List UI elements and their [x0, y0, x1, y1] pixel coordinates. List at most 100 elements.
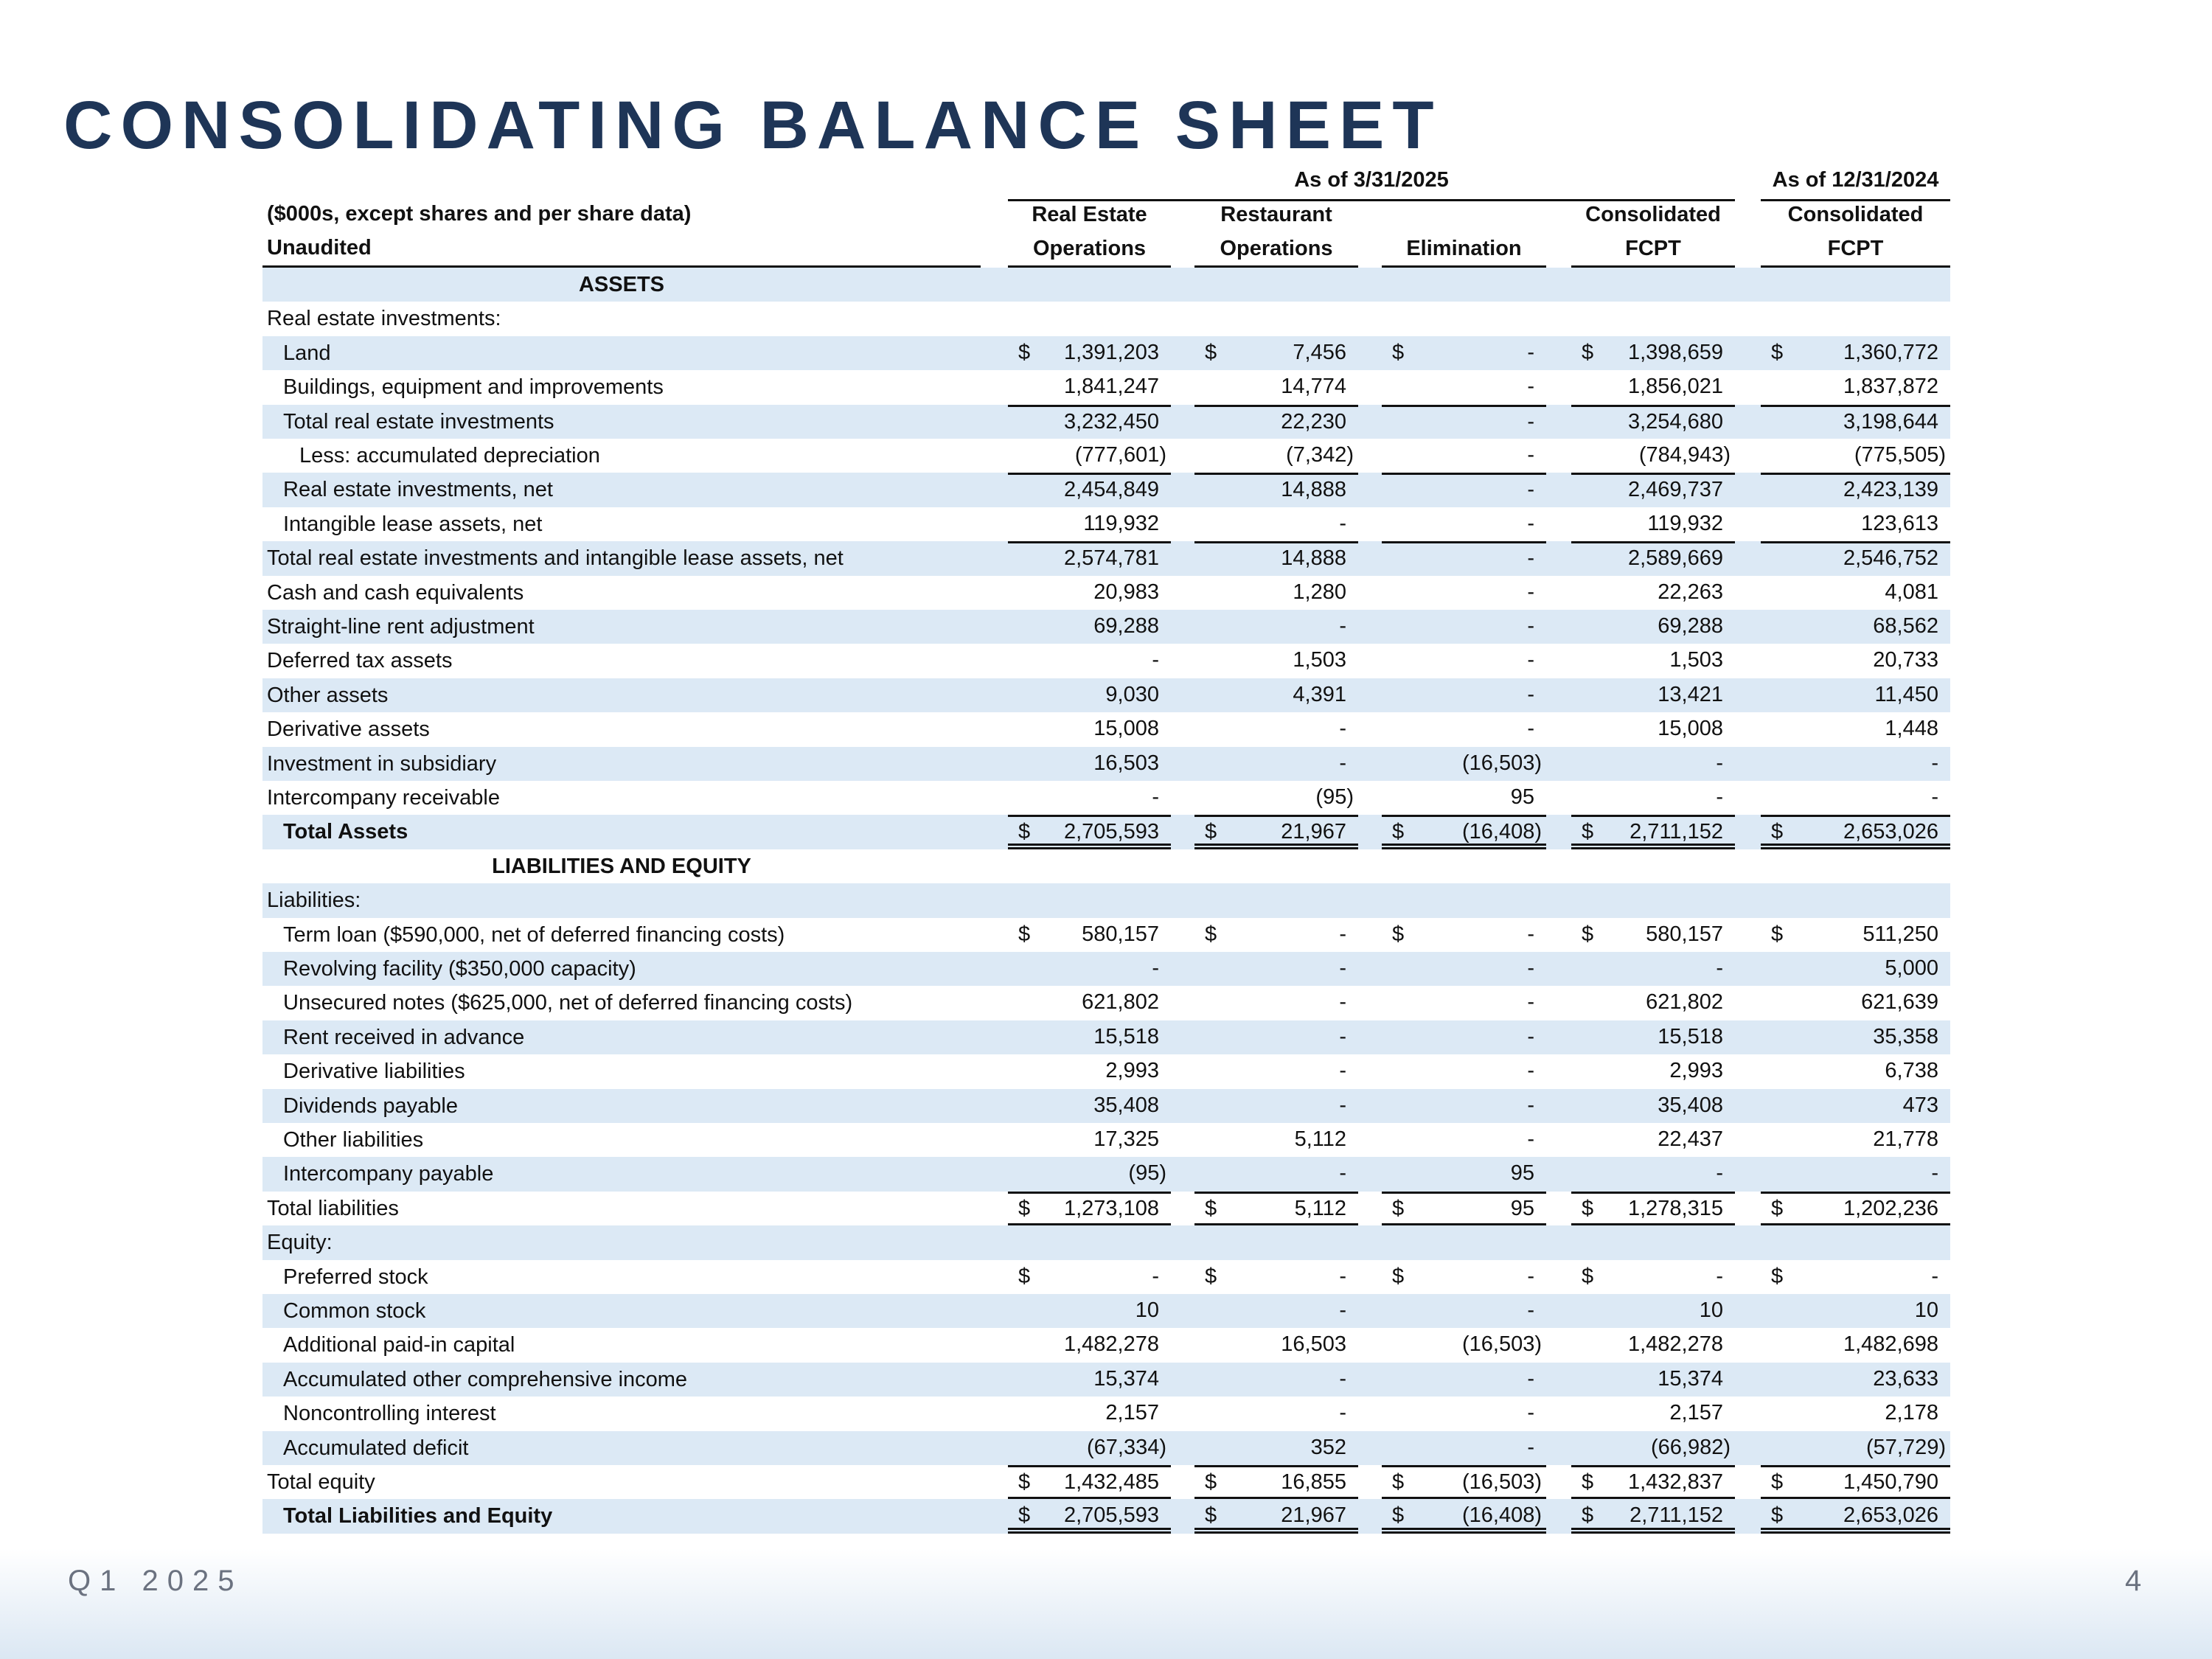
column-header: Real Estate Operations — [1008, 198, 1171, 265]
table-row: Total real estate investments 3,232,450 22… — [262, 404, 1950, 439]
cell-value: 2,653,026 — [1843, 820, 1938, 844]
column-header-rule — [1194, 265, 1358, 268]
cell-value: 22,263 — [1658, 580, 1723, 604]
cell-value: 5,112 — [1294, 1196, 1346, 1220]
table-row: Unsecured notes ($625,000, net of deferr… — [262, 986, 1950, 1020]
cell-value: 16,503 — [1281, 1332, 1346, 1357]
value-cell: - — [1571, 747, 1735, 781]
dollar-sign: $ — [1018, 1503, 1031, 1528]
cell-value: 13,421 — [1658, 682, 1723, 706]
value-cell: - — [1382, 404, 1546, 439]
value-cell: $2,705,593 — [1008, 1499, 1171, 1534]
value-cell: (777,601) — [1008, 439, 1171, 473]
value-cell: - — [1194, 1157, 1358, 1191]
table-row: Straight-line rent adjustment 69,288 - - 69,… — [262, 610, 1950, 644]
cell-value: - — [1931, 1161, 1938, 1186]
cell-value: - — [1339, 1059, 1346, 1083]
value-cell: - — [1382, 712, 1546, 746]
dollar-sign: $ — [1392, 1264, 1405, 1288]
value-cell: $1,450,790 — [1761, 1465, 1950, 1500]
cell-value: 580,157 — [1646, 922, 1723, 946]
cell-value: 1,280 — [1293, 580, 1346, 604]
cell-value: 1,482,278 — [1063, 1332, 1159, 1357]
value-cell: - — [1382, 370, 1546, 404]
value-cell: $2,653,026 — [1761, 1499, 1950, 1534]
table-row: Preferred stock $ - $ - $ - $ - $ - — [262, 1260, 1950, 1294]
cell-value: 2,711,152 — [1630, 1503, 1723, 1528]
value-cell: - — [1194, 610, 1358, 644]
value-cell: $ (16,503) — [1382, 1465, 1546, 1500]
cell-value: - — [1931, 785, 1938, 809]
value-cell: - — [1194, 1020, 1358, 1054]
cell-value: 2,546,752 — [1843, 546, 1938, 571]
value-cell: 2,454,849 — [1008, 473, 1171, 507]
column-header-line1 — [1382, 198, 1546, 232]
table-row: Other liabilities 17,325 5,112 - 22,437 21,77… — [262, 1123, 1950, 1157]
cell-value: 1,391,203 — [1063, 340, 1159, 364]
cell-value: 580,157 — [1082, 922, 1159, 946]
cell-value: - — [1716, 1264, 1723, 1288]
cell-value: 2,589,669 — [1627, 546, 1723, 571]
value-cell: $ - — [1571, 1260, 1735, 1294]
value-cell: - — [1382, 1123, 1546, 1157]
cell-value: (66,982) — [1650, 1435, 1731, 1459]
value-cell: 15,374 — [1008, 1363, 1171, 1397]
dollar-sign: $ — [1205, 922, 1217, 946]
value-cell: - — [1194, 1294, 1358, 1328]
value-cell: 69,288 — [1008, 610, 1171, 644]
dollar-sign: $ — [1771, 1196, 1784, 1220]
cell-value: 35,408 — [1093, 1093, 1159, 1117]
table-row: Buildings, equipment and improvements 1,8… — [262, 370, 1950, 404]
cell-value: (95) — [1315, 785, 1354, 809]
dollar-sign: $ — [1582, 1196, 1594, 1220]
table-row: Land $1,391,203 $7,456 $ - $1,398,659 $1,360,7… — [262, 335, 1950, 371]
value-cell: 20,733 — [1761, 644, 1950, 678]
cell-value: 2,157 — [1669, 1401, 1723, 1425]
cell-value: - — [1527, 443, 1534, 467]
value-cell: $1,273,108 — [1008, 1191, 1171, 1226]
cell-value: 2,423,139 — [1843, 478, 1938, 502]
value-cell: - — [1008, 781, 1171, 815]
cell-value: 20,983 — [1093, 580, 1159, 604]
table-row: Term loan ($590,000, net of deferred fin… — [262, 918, 1950, 952]
value-cell: - — [1571, 952, 1735, 986]
cell-value: - — [1339, 922, 1346, 946]
value-cell: 15,008 — [1008, 712, 1171, 746]
column-header-rule — [1008, 265, 1171, 268]
value-cell: - — [1382, 541, 1546, 575]
column-header-rule — [1571, 265, 1735, 268]
cell-value: 1,450,790 — [1843, 1470, 1938, 1494]
cell-value: 2,574,781 — [1063, 546, 1159, 571]
value-cell: 2,993 — [1008, 1054, 1171, 1088]
dollar-sign: $ — [1205, 340, 1217, 364]
dollar-sign: $ — [1392, 340, 1405, 364]
value-cell: - — [1194, 747, 1358, 781]
cell-value: 15,374 — [1093, 1366, 1159, 1391]
dollar-sign: $ — [1018, 1470, 1031, 1494]
dollar-sign: $ — [1392, 1196, 1405, 1220]
cell-value: - — [1339, 1161, 1346, 1186]
value-cell: $21,967 — [1194, 815, 1358, 849]
value-cell: 2,546,752 — [1761, 541, 1950, 575]
value-cell: 10 — [1571, 1294, 1735, 1328]
column-header-line2: FCPT — [1827, 237, 1884, 260]
cell-value: - — [1527, 648, 1534, 672]
dollar-sign: $ — [1582, 922, 1594, 946]
cell-value: - — [1527, 340, 1534, 364]
cell-value: - — [1152, 1264, 1159, 1288]
value-cell: 20,983 — [1008, 576, 1171, 610]
value-cell: - — [1008, 952, 1171, 986]
value-cell: - — [1382, 678, 1546, 712]
cell-value: 5,112 — [1294, 1127, 1346, 1151]
value-cell: (67,334) — [1008, 1431, 1171, 1465]
cell-value: - — [1527, 375, 1534, 399]
dollar-sign: $ — [1771, 1470, 1784, 1494]
cell-value: - — [1152, 956, 1159, 980]
row-label: Total liabilities — [267, 1196, 399, 1220]
value-cell: 1,280 — [1194, 576, 1358, 610]
unaudited-note: Unaudited — [267, 236, 372, 260]
table-row: Additional paid-in capital 1,482,278 16,50… — [262, 1328, 1950, 1362]
table-row: Equity: — [262, 1225, 1950, 1260]
value-cell: - — [1194, 986, 1358, 1020]
column-header-line1: Consolidated — [1787, 203, 1924, 226]
